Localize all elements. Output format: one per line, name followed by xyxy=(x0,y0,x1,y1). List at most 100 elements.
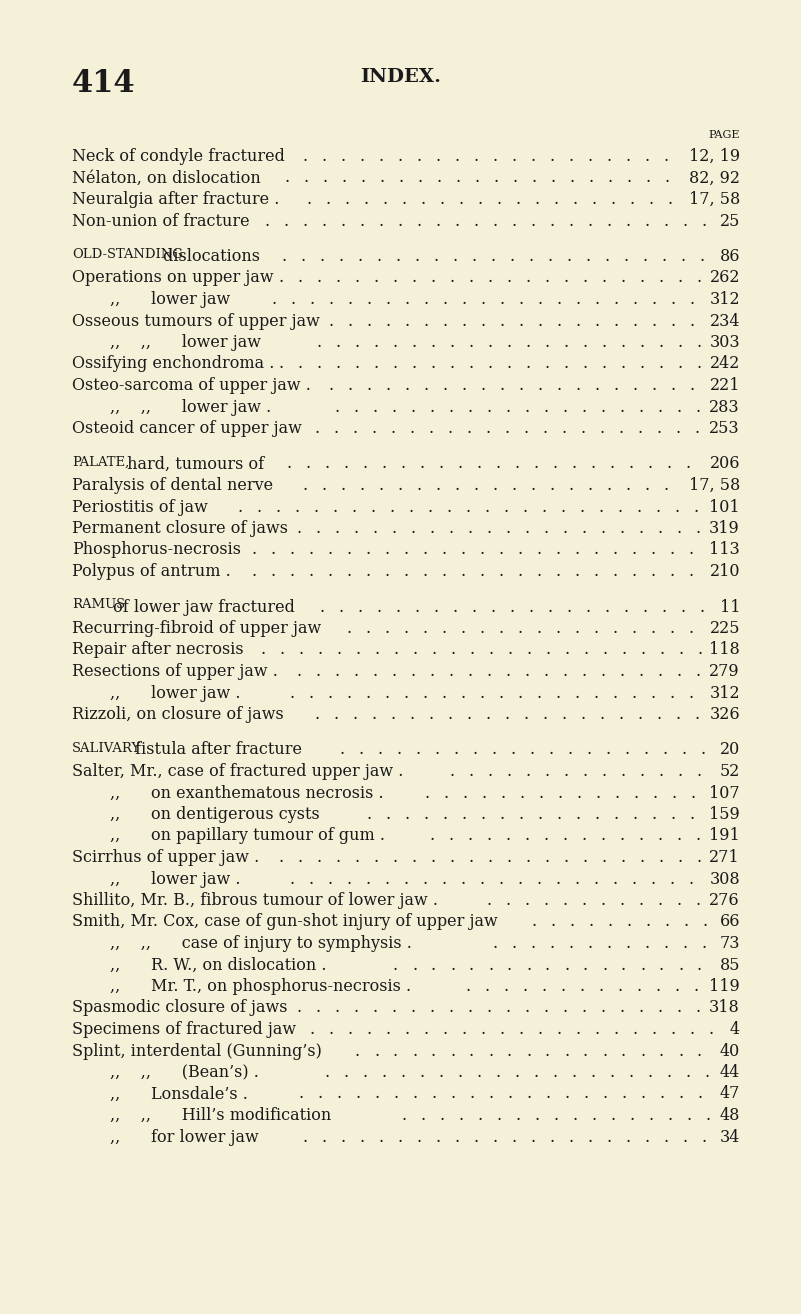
Text: Shillito, Mr. B., fibrous tumour of lower jaw .: Shillito, Mr. B., fibrous tumour of lowe… xyxy=(72,892,438,909)
Text: .: . xyxy=(594,313,599,330)
Text: .: . xyxy=(644,148,650,166)
Text: .: . xyxy=(365,562,371,579)
Text: .: . xyxy=(563,269,569,286)
Text: .: . xyxy=(486,1000,492,1017)
Text: .: . xyxy=(404,541,409,558)
Text: .: . xyxy=(621,641,626,658)
Text: .: . xyxy=(441,562,447,579)
Text: .: . xyxy=(639,849,644,866)
Text: .: . xyxy=(296,520,301,537)
Text: .: . xyxy=(663,148,669,166)
Text: Paralysis of dental nerve: Paralysis of dental nerve xyxy=(72,477,273,494)
Text: .: . xyxy=(505,398,510,415)
Text: .: . xyxy=(582,892,586,909)
Text: .: . xyxy=(372,664,377,681)
Text: .: . xyxy=(630,191,635,208)
Text: Phosphorus-necrosis: Phosphorus-necrosis xyxy=(72,541,241,558)
Text: .: . xyxy=(417,477,421,494)
Text: .: . xyxy=(520,784,525,802)
Text: .: . xyxy=(702,1129,706,1146)
Text: .: . xyxy=(697,1042,702,1059)
Text: ,,      Lonsdale’s .: ,, Lonsdale’s . xyxy=(110,1085,248,1102)
Text: Neuralgia after fracture .: Neuralgia after fracture . xyxy=(72,191,280,208)
Text: .: . xyxy=(442,313,448,330)
Text: .: . xyxy=(613,870,618,887)
Text: .: . xyxy=(587,213,593,230)
Text: .: . xyxy=(664,170,670,187)
Text: .: . xyxy=(677,334,682,351)
Text: .: . xyxy=(429,1000,434,1017)
Text: 308: 308 xyxy=(710,870,740,887)
Text: .: . xyxy=(506,269,511,286)
Text: .: . xyxy=(473,1129,478,1146)
Text: .: . xyxy=(404,620,409,637)
Text: .: . xyxy=(290,290,296,307)
Text: .: . xyxy=(381,456,387,473)
Text: .: . xyxy=(487,269,493,286)
Text: .: . xyxy=(423,377,429,394)
Text: 25: 25 xyxy=(719,213,740,230)
Text: .: . xyxy=(439,456,444,473)
Text: .: . xyxy=(587,1129,593,1146)
Text: ,,      on exanthematous necrosis .: ,, on exanthematous necrosis . xyxy=(110,784,384,802)
Text: .: . xyxy=(316,269,321,286)
Text: .: . xyxy=(642,598,648,615)
Text: .: . xyxy=(702,913,707,930)
Text: .: . xyxy=(441,541,447,558)
Text: .: . xyxy=(487,334,493,351)
Text: .: . xyxy=(662,248,667,265)
Text: .: . xyxy=(544,849,549,866)
Text: .: . xyxy=(600,1000,606,1017)
Text: .: . xyxy=(481,1021,485,1038)
Text: .: . xyxy=(651,377,656,394)
Text: .: . xyxy=(348,290,352,307)
Text: .: . xyxy=(644,1129,650,1146)
Text: .: . xyxy=(658,398,662,415)
Text: ,,    ,,      Hill’s modification: ,, ,, Hill’s modification xyxy=(110,1106,332,1123)
Text: .: . xyxy=(534,1106,540,1123)
Text: Spasmodic closure of jaws: Spasmodic closure of jaws xyxy=(72,1000,288,1017)
Text: .: . xyxy=(352,420,357,438)
Text: .: . xyxy=(646,170,650,187)
Text: .: . xyxy=(542,706,548,723)
Text: .: . xyxy=(639,334,644,351)
Text: .: . xyxy=(463,784,468,802)
Text: .: . xyxy=(461,685,465,702)
Text: 312: 312 xyxy=(710,685,740,702)
Text: .: . xyxy=(487,356,493,372)
Text: .: . xyxy=(507,1085,512,1102)
Text: .: . xyxy=(650,541,655,558)
Text: .: . xyxy=(632,290,638,307)
Text: .: . xyxy=(359,741,364,758)
Text: .: . xyxy=(545,763,550,781)
Text: .: . xyxy=(562,706,566,723)
Text: .: . xyxy=(465,498,471,515)
Text: .: . xyxy=(525,664,529,681)
Text: .: . xyxy=(517,562,522,579)
Text: .: . xyxy=(577,784,582,802)
Text: .: . xyxy=(582,1000,586,1017)
Text: .: . xyxy=(702,213,706,230)
Text: .: . xyxy=(650,870,655,887)
Text: .: . xyxy=(328,377,333,394)
Text: .: . xyxy=(591,1064,596,1081)
Text: .: . xyxy=(594,1021,599,1038)
Text: .: . xyxy=(530,477,536,494)
Text: PAGE: PAGE xyxy=(709,130,740,141)
Text: .: . xyxy=(525,1000,529,1017)
Text: .: . xyxy=(393,1085,398,1102)
Text: .: . xyxy=(515,456,520,473)
Text: .: . xyxy=(354,356,360,372)
Text: .: . xyxy=(441,685,447,702)
Text: .: . xyxy=(606,477,611,494)
Text: .: . xyxy=(632,805,638,823)
Text: fistula after fracture: fistula after fracture xyxy=(130,741,302,758)
Text: .: . xyxy=(562,520,567,537)
Text: .: . xyxy=(620,356,626,372)
Text: 221: 221 xyxy=(710,377,740,394)
Text: .: . xyxy=(631,620,637,637)
Text: .: . xyxy=(469,334,473,351)
Text: .: . xyxy=(298,1085,304,1102)
Text: .: . xyxy=(498,541,504,558)
Text: .: . xyxy=(695,398,700,415)
